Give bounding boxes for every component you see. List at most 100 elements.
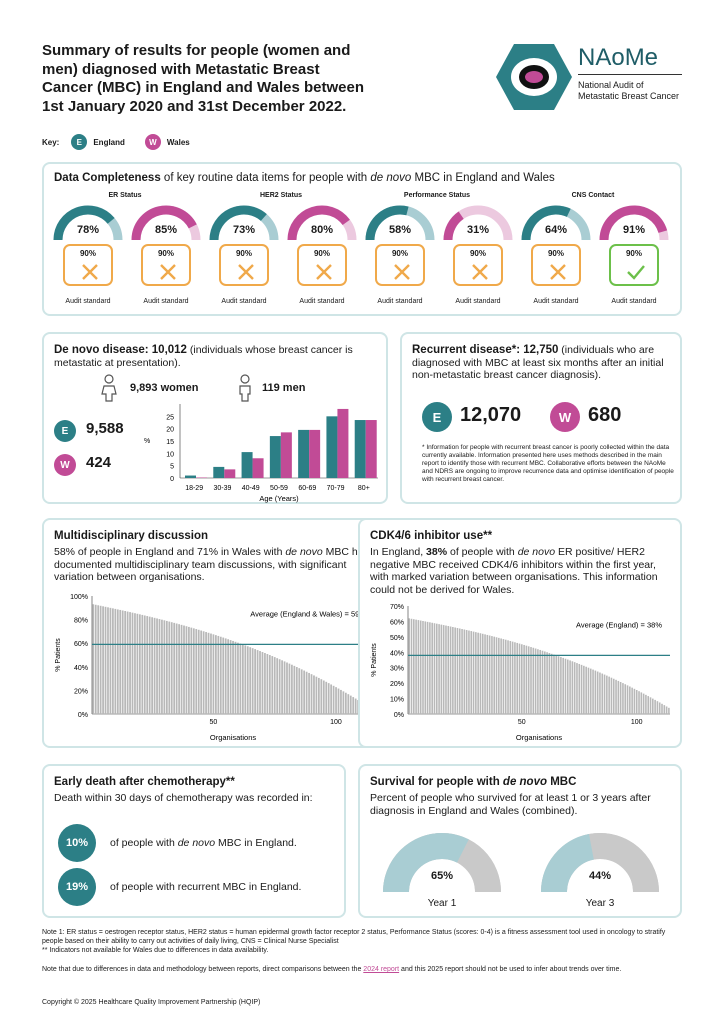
organisation-bar <box>576 663 578 714</box>
y-tick-label: 0% <box>78 712 88 719</box>
logo-text: NAoMe <box>578 44 659 71</box>
organisation-bar <box>573 662 576 714</box>
organisation-bar <box>237 642 239 714</box>
organisation-bar <box>300 669 303 714</box>
organisation-bar <box>635 690 638 714</box>
completeness-item-label: CNS Contact <box>571 192 615 199</box>
survival-year1-label: Year 1 <box>427 898 457 909</box>
organisation-bar <box>624 684 627 714</box>
organisation-bar <box>153 617 156 714</box>
organisation-bar <box>259 651 261 714</box>
y-tick-label: 25 <box>166 414 174 421</box>
organisation-bar <box>656 701 659 714</box>
organisation-bar <box>313 675 315 714</box>
organisation-bar <box>615 679 617 714</box>
england-gauge <box>53 205 123 241</box>
organisation-bar <box>527 646 530 714</box>
survival-year1-value: 65% <box>430 870 454 882</box>
england-percent: 58% <box>388 224 412 236</box>
organisation-bar <box>410 618 413 714</box>
women-count: 9,893 women <box>130 382 199 394</box>
organisation-bar <box>340 689 342 714</box>
organisation-bar <box>417 620 420 714</box>
organisation-bar <box>504 639 507 714</box>
organisation-bar <box>619 682 622 714</box>
organisation-bar <box>202 631 205 714</box>
man-icon <box>239 374 251 402</box>
organisation-bar <box>256 650 259 714</box>
wales-badge: W <box>550 402 580 432</box>
organisation-bar <box>141 614 144 714</box>
cross-icon <box>316 264 332 280</box>
organisation-bar <box>337 688 340 714</box>
organisation-bar <box>266 654 269 714</box>
survival-text: Percent of people who survived for at le… <box>370 792 651 817</box>
organisation-bar <box>601 673 604 714</box>
england-badge: E <box>71 134 88 150</box>
organisation-bar <box>555 655 558 714</box>
report-2024-link[interactable]: 2024 report <box>363 966 400 973</box>
audit-standard-box: 90% <box>141 244 191 286</box>
organisation-bar <box>200 630 203 714</box>
organisation-bar <box>224 638 227 714</box>
organisation-bar <box>222 637 225 714</box>
audit-standard-caption: Audit standard <box>455 298 501 305</box>
organisation-bar <box>352 697 355 714</box>
organisation-bar <box>116 609 119 714</box>
mdt-text: 58% of people in England and 71% in Wale… <box>54 546 370 583</box>
organisation-bar <box>244 645 247 714</box>
organisation-bar <box>219 636 222 714</box>
organisation-bar <box>658 702 661 714</box>
age-bar <box>365 420 377 478</box>
y-tick-label: 0 <box>170 476 174 483</box>
organisation-bar <box>121 610 124 714</box>
organisation-bar <box>553 654 555 714</box>
organisation-bar <box>539 649 541 714</box>
organisation-bar <box>335 687 337 714</box>
organisation-bar <box>511 641 514 714</box>
mdt-heading: Multidisciplinary discussion <box>54 530 209 542</box>
organisation-bar <box>442 625 445 714</box>
organisation-bar <box>514 642 516 714</box>
organisation-bar <box>195 629 198 714</box>
organisation-bar <box>571 661 574 714</box>
wales-gauge <box>287 205 357 241</box>
early-death-text: Death within 30 days of chemotherapy was… <box>54 792 313 804</box>
early-death-recurrent-label: of people with recurrent MBC in England. <box>110 881 302 893</box>
organisation-bar <box>212 634 215 714</box>
england-gauge <box>365 205 435 241</box>
x-tick-label: 80+ <box>358 485 370 492</box>
survival-year1-gauge <box>383 833 501 893</box>
organisation-bar <box>433 623 436 714</box>
cross-icon <box>82 264 98 280</box>
cross-icon <box>238 264 254 280</box>
organisation-bar <box>534 648 537 714</box>
organisation-bar <box>612 678 615 714</box>
organisation-bar <box>295 667 298 714</box>
age-bar <box>213 466 225 478</box>
organisation-bar <box>124 611 127 714</box>
y-tick-label: 20% <box>390 681 404 688</box>
cdk-heading: CDK4/6 inhibitor use** <box>370 530 493 542</box>
organisation-bar <box>415 619 417 714</box>
wales-percent: 31% <box>466 224 490 236</box>
early-death-heading: Early death after chemotherapy** <box>54 776 235 788</box>
organisation-bar <box>454 627 456 714</box>
gauge-fill <box>443 211 464 241</box>
organisation-bar <box>488 635 491 714</box>
organisation-bar <box>163 620 166 714</box>
early-death-recurrent-value: 19% <box>58 868 96 906</box>
organisation-bar <box>543 651 546 714</box>
organisation-bar <box>318 677 320 714</box>
organisation-bar <box>541 650 544 714</box>
england-percent: 78% <box>76 224 100 236</box>
age-bar <box>252 458 264 478</box>
organisation-bar <box>276 658 279 714</box>
gauge-fill <box>521 205 571 241</box>
organisation-bar <box>286 662 288 714</box>
recurrent-footnote: * Information for people with recurrent … <box>422 444 674 483</box>
gauge-fill <box>599 205 668 241</box>
organisation-bar <box>585 666 587 714</box>
organisation-bar <box>180 624 183 714</box>
organisation-bar <box>645 694 647 714</box>
